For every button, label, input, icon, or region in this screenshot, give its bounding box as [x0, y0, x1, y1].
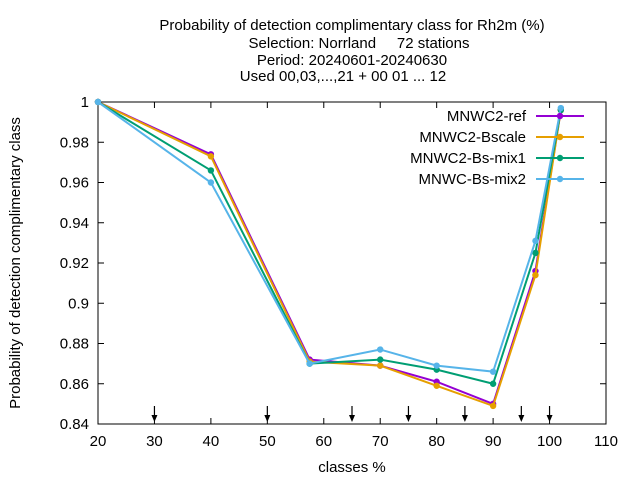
- x-tick-label: 60: [315, 433, 332, 450]
- x-axis-label: classes %: [318, 459, 386, 476]
- series-line: [97, 101, 562, 385]
- x-tick-label: 50: [259, 433, 276, 450]
- legend-entry-label: MNWC2-ref: [447, 108, 527, 125]
- threshold-arrow-marker: [151, 406, 158, 422]
- x-tick-label: 20: [90, 433, 107, 450]
- legend: MNWC2-ref MNWC2-Bscale MNWC2-Bs-mix1 MNWC-B…: [410, 108, 584, 188]
- data-point: [433, 382, 440, 389]
- data-point: [377, 356, 384, 363]
- x-tick-label: 80: [428, 433, 445, 450]
- series-line: [97, 101, 562, 406]
- y-tick-label: 1: [81, 94, 89, 111]
- legend-entry-label: MNWC-Bs-mix2: [419, 171, 526, 188]
- threshold-arrow-marker: [349, 406, 355, 422]
- data-point: [207, 179, 215, 186]
- x-tick-label: 40: [203, 433, 220, 450]
- legend-entry-label: MNWC2-Bscale: [419, 129, 526, 146]
- y-tick-label: 0.88: [60, 336, 89, 353]
- plot-frame: [97, 101, 607, 425]
- chart-title: Probability of detection complimentary c…: [159, 17, 544, 85]
- threshold-arrow-marker: [461, 406, 468, 422]
- data-point: [377, 362, 384, 369]
- legend-entry-marker: [556, 112, 564, 120]
- data-point: [207, 153, 215, 160]
- series-4: [94, 98, 565, 375]
- data-point: [207, 167, 215, 174]
- series-line: [97, 101, 562, 373]
- title-line-2: Selection: Norrland 72 stations: [249, 35, 470, 52]
- x-tick-label: 100: [537, 433, 562, 450]
- y-tick-label: 0.86: [60, 376, 89, 393]
- y-tick-label: 0.94: [60, 215, 89, 232]
- data-point: [489, 380, 497, 387]
- threshold-arrow-marker: [518, 406, 525, 422]
- data-point: [306, 360, 313, 367]
- title-line-3: Period: 20240601-20240630: [257, 52, 447, 69]
- axis-ticks: 20 30 40 50 60 70 80 90 100 110 0.84 0.86 0.88 0.9 0.9…: [60, 94, 618, 450]
- threshold-markers: [151, 406, 553, 422]
- x-tick-label: 30: [146, 433, 163, 450]
- x-tick-label: 90: [485, 433, 502, 450]
- y-tick-label: 0.92: [60, 255, 89, 272]
- y-axis-label: Probability of detection complimentary c…: [7, 117, 24, 409]
- title-line-1: Probability of detection complimentary c…: [159, 17, 544, 34]
- data-point: [433, 362, 440, 369]
- data-point: [377, 346, 384, 353]
- series-group: [94, 98, 565, 410]
- legend-entry-label: MNWC2-Bs-mix1: [410, 150, 526, 167]
- data-point: [557, 104, 565, 112]
- data-point: [532, 271, 539, 279]
- threshold-arrow-marker: [405, 406, 412, 422]
- legend-entry-marker: [556, 133, 564, 141]
- title-line-4: Used 00,03,...,21 + 00 01 ... 12: [240, 68, 446, 85]
- y-tick-label: 0.98: [60, 134, 89, 151]
- threshold-arrow-marker: [264, 406, 271, 422]
- x-tick-label: 70: [372, 433, 389, 450]
- data-point: [532, 237, 539, 245]
- legend-entry-marker: [556, 175, 564, 183]
- y-tick-label: 0.96: [60, 175, 89, 192]
- data-point: [489, 368, 497, 375]
- threshold-arrow-marker: [546, 406, 553, 422]
- y-tick-label: 0.9: [68, 295, 89, 312]
- y-tick-label: 0.84: [60, 416, 89, 433]
- legend-entry-marker: [556, 154, 564, 162]
- series-line: [97, 101, 562, 408]
- data-point: [94, 98, 102, 106]
- data-point: [489, 402, 497, 410]
- data-point: [532, 249, 539, 257]
- x-tick-label: 110: [594, 433, 618, 450]
